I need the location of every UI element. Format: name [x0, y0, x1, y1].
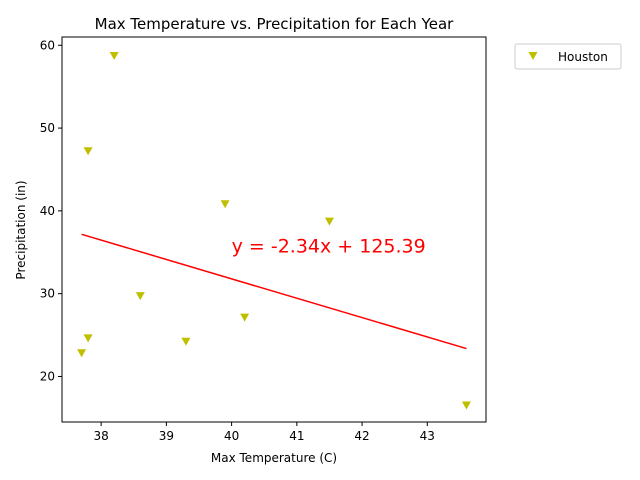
- data-point-houston: [77, 349, 87, 358]
- x-tick-label: 39: [159, 429, 174, 443]
- y-tick-label: 30: [40, 287, 55, 301]
- data-point-houston: [83, 334, 93, 343]
- y-axis-label: Precipitation (in): [14, 180, 28, 279]
- y-tick-label: 60: [40, 38, 55, 52]
- data-point-houston: [83, 147, 93, 156]
- chart-title: Max Temperature vs. Precipitation for Ea…: [95, 15, 454, 33]
- data-point-houston: [220, 200, 230, 209]
- y-tick-label: 20: [40, 369, 55, 383]
- data-point-houston: [324, 217, 334, 226]
- x-axis-label: Max Temperature (C): [211, 451, 337, 465]
- x-tick-label: 43: [420, 429, 435, 443]
- regression-line: [81, 233, 467, 350]
- data-point-houston: [109, 52, 119, 61]
- y-tick-label: 40: [40, 204, 55, 218]
- legend-label-houston: Houston: [558, 50, 608, 64]
- legend-marker-triangle-icon: [528, 52, 538, 60]
- x-tick-label: 42: [354, 429, 369, 443]
- regression-equation-label: y = -2.34x + 125.39: [232, 235, 426, 257]
- y-tick-label: 50: [40, 121, 55, 135]
- data-point-houston: [240, 313, 250, 322]
- x-tick-label: 38: [93, 429, 108, 443]
- data-point-houston: [135, 292, 145, 301]
- data-point-houston: [181, 337, 191, 346]
- legend-frame: [514, 43, 622, 70]
- axes-frame: [61, 36, 487, 423]
- data-point-houston: [461, 401, 471, 410]
- legend: Houston: [514, 43, 622, 70]
- x-tick-label: 40: [224, 429, 239, 443]
- plot-area: 38 39 40 41 42 43 20 30 40 50 60 y = -2.34x + 125.3…: [40, 38, 471, 443]
- x-tick-label: 41: [289, 429, 304, 443]
